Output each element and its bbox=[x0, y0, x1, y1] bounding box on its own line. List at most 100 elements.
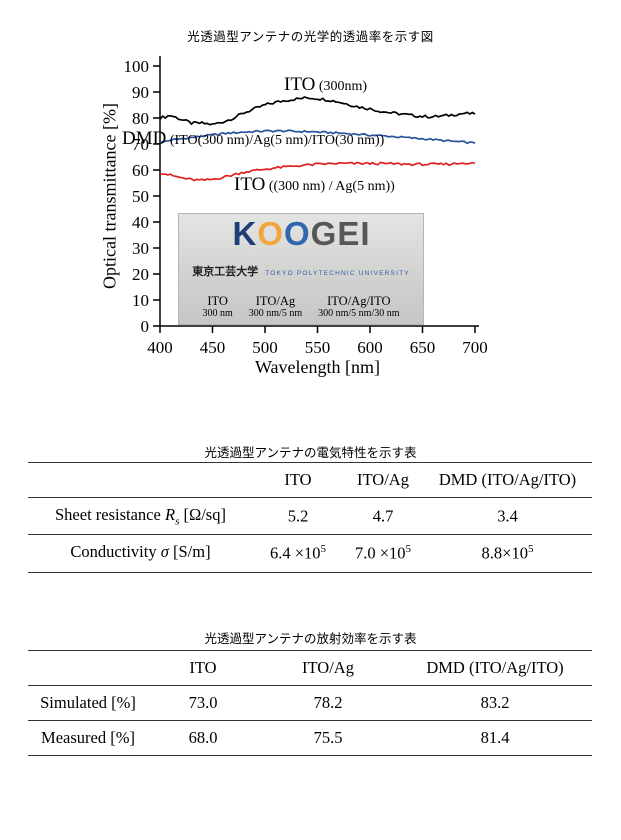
value-text: 8.8×10 bbox=[481, 543, 528, 563]
transmittance-chart: 0 10 20 30 40 50 60 70 80 90 100 400 450 500 550 600 650… bbox=[88, 46, 558, 396]
col-header-ito-ag: ITO/Ag bbox=[343, 462, 423, 498]
y-tick-label: 20 bbox=[132, 265, 149, 284]
y-tick-label: 40 bbox=[132, 213, 149, 232]
table-row: Sheet resistance Rs [Ω/sq] 5.2 4.7 3.4 bbox=[28, 497, 592, 536]
x-tick-label: 700 bbox=[462, 338, 488, 357]
kougei-logo: K O O G E I bbox=[232, 217, 369, 250]
value-exp: 5 bbox=[527, 543, 534, 556]
row-label-simulated: Simulated [%] bbox=[28, 685, 148, 721]
cell-value: 78.2 bbox=[258, 685, 398, 721]
series-line-1 bbox=[159, 129, 476, 145]
table-row: Conductivity σ [S/m] 6.4 ×105 7.0 ×105 8… bbox=[28, 534, 592, 573]
x-tick-label: 450 bbox=[200, 338, 226, 357]
y-tick-label: 60 bbox=[132, 161, 149, 180]
y-axis-title: Optical transmittance [%] bbox=[99, 103, 120, 289]
row-label-unit: [Ω/sq] bbox=[179, 505, 226, 524]
y-tick-label: 0 bbox=[141, 317, 150, 336]
row-label-sub: s bbox=[175, 515, 180, 528]
logo-letter: I bbox=[360, 215, 370, 252]
sample-spec: 300 nm/5 nm bbox=[248, 308, 303, 319]
value-text: 6.4 ×10 bbox=[269, 543, 321, 563]
curve-label-dmd: DMD (ITO(300 nm)/Ag(5 nm)/ITO(30 nm)) bbox=[122, 128, 384, 150]
sample-ito: ITO 300 nm bbox=[202, 294, 232, 320]
radiation-efficiency-table: ITO ITO/Ag DMD (ITO/Ag/ITO) Simulated [%… bbox=[28, 650, 592, 756]
value-text: 7.0 ×10 bbox=[354, 543, 406, 563]
corner-cell bbox=[28, 462, 253, 498]
curve-label-dmd-detail: (ITO(300 nm)/Ag(5 nm)/ITO(30 nm)) bbox=[166, 133, 385, 148]
sample-spec: 300 nm/5 nm/30 nm bbox=[318, 308, 400, 319]
curve-label-ito-name: ITO bbox=[284, 74, 316, 95]
logo-letter: O bbox=[283, 215, 310, 252]
x-axis-title: Wavelength [nm] bbox=[254, 357, 380, 377]
logo-letter: O bbox=[257, 215, 283, 252]
curve-label-ito-ag-name: ITO bbox=[234, 174, 266, 195]
curve-label-ito: ITO (300nm) bbox=[284, 74, 367, 96]
logo-subtitle: 東京工芸大学 TOKYO POLYTECHNIC UNIVERSITY bbox=[192, 263, 410, 279]
x-tick-label: 400 bbox=[147, 338, 173, 357]
curve-label-ito-detail: (300nm) bbox=[315, 79, 368, 94]
row-label-unit: [S/m] bbox=[168, 542, 211, 562]
cell-value: 73.0 bbox=[148, 685, 258, 721]
y-tick-label: 90 bbox=[132, 83, 149, 102]
x-tick-label: 500 bbox=[252, 338, 278, 357]
sample-photo: K O O G E I 東京工芸大学 TOKYO POLYTECHNIC UNI… bbox=[178, 213, 424, 325]
table-row: Measured [%] 68.0 75.5 81.4 bbox=[28, 720, 592, 756]
x-tick-label: 600 bbox=[357, 338, 383, 357]
col-header-dmd: DMD (ITO/Ag/ITO) bbox=[423, 462, 592, 498]
value-exp: 5 bbox=[405, 543, 412, 556]
figure-title: 光透過型アンテナの光学的透過率を示す図 bbox=[187, 30, 434, 44]
logo-letter: E bbox=[337, 215, 360, 252]
value-exp: 5 bbox=[320, 543, 327, 556]
x-tick-label: 550 bbox=[305, 338, 331, 357]
value-text: 3.4 bbox=[497, 506, 518, 526]
electrical-properties-table: ITO ITO/Ag DMD (ITO/Ag/ITO) Sheet resist… bbox=[28, 462, 592, 573]
cell-value: 3.4 bbox=[423, 497, 592, 536]
cell-value: 75.5 bbox=[258, 720, 398, 756]
value-text: 4.7 bbox=[372, 506, 394, 526]
cell-value: 5.2 bbox=[253, 497, 343, 536]
cell-value: 81.4 bbox=[398, 720, 592, 756]
sample-name: ITO/Ag bbox=[255, 294, 296, 308]
y-tick-label: 80 bbox=[132, 109, 149, 128]
cell-value: 68.0 bbox=[148, 720, 258, 756]
series-line-2 bbox=[159, 161, 476, 182]
sample-labels: ITO 300 nm ITO/Ag 300 nm/5 nm ITO/Ag/ITO… bbox=[202, 294, 399, 320]
table-row: Simulated [%] 73.0 78.2 83.2 bbox=[28, 685, 592, 721]
value-text: 5.2 bbox=[287, 506, 309, 526]
sample-ito-ag-ito: ITO/Ag/ITO 300 nm/5 nm/30 nm bbox=[318, 294, 399, 320]
col-header-dmd: DMD (ITO/Ag/ITO) bbox=[398, 650, 592, 686]
row-label-var: σ bbox=[160, 542, 169, 562]
curve-label-ito-ag: ITO ((300 nm) / Ag(5 nm)) bbox=[234, 174, 395, 196]
row-label-measured: Measured [%] bbox=[28, 720, 148, 756]
y-tick-label: 10 bbox=[132, 291, 149, 310]
y-tick-label: 30 bbox=[132, 239, 149, 258]
series-line-0 bbox=[159, 96, 476, 126]
row-label-text: Conductivity bbox=[70, 542, 161, 562]
cell-value: 83.2 bbox=[398, 685, 592, 721]
col-header-ito: ITO bbox=[148, 650, 258, 686]
col-header-ito-ag: ITO/Ag bbox=[258, 650, 398, 686]
y-tick-label: 50 bbox=[132, 187, 149, 206]
sample-ito-ag: ITO/Ag 300 nm/5 nm bbox=[249, 294, 302, 320]
sample-name: ITO bbox=[207, 294, 228, 308]
sample-name: ITO/Ag/ITO bbox=[327, 294, 391, 308]
chart-canvas: 0 10 20 30 40 50 60 70 80 90 100 400 450 500 550 600 650… bbox=[124, 56, 488, 357]
sample-spec: 300 nm bbox=[202, 308, 233, 319]
row-label-conductivity: Conductivity σ [S/m] bbox=[28, 534, 253, 573]
y-tick-label: 100 bbox=[124, 57, 150, 76]
cell-value: 4.7 bbox=[343, 497, 423, 536]
table-header-row: ITO ITO/Ag DMD (ITO/Ag/ITO) bbox=[28, 462, 592, 498]
cell-value: 7.0 ×105 bbox=[343, 534, 423, 573]
curve-label-dmd-name: DMD bbox=[122, 128, 167, 149]
curve-label-ito-ag-detail: ((300 nm) / Ag(5 nm)) bbox=[265, 179, 395, 194]
row-label-var: R bbox=[164, 505, 176, 524]
logo-subtitle-en: TOKYO POLYTECHNIC UNIVERSITY bbox=[265, 269, 410, 277]
row-label-text: Sheet resistance bbox=[55, 505, 165, 524]
y-tick-label: 70 bbox=[132, 135, 149, 154]
efficiency-table-title: 光透過型アンテナの放射効率を示す表 bbox=[204, 632, 417, 646]
cell-value: 6.4 ×105 bbox=[253, 534, 343, 573]
corner-cell bbox=[28, 650, 148, 686]
logo-letter: G bbox=[310, 215, 337, 252]
row-label-sheet-resistance: Sheet resistance Rs [Ω/sq] bbox=[28, 497, 253, 536]
